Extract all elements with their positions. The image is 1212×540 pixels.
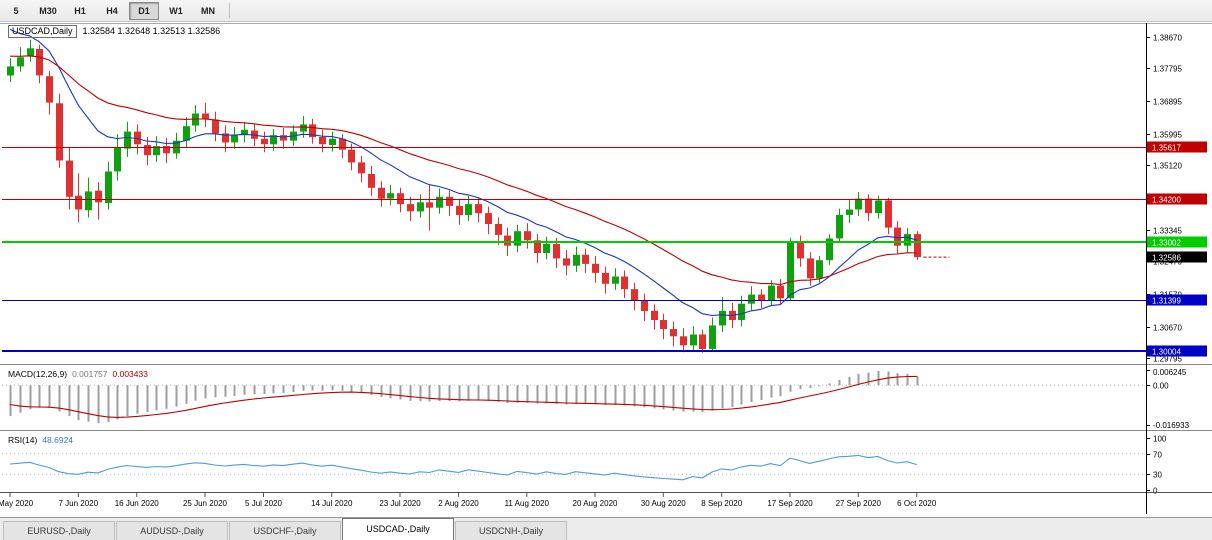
rsi-value: 48.6924 [42, 435, 74, 445]
svg-text:70: 70 [1153, 451, 1162, 460]
chart-symbol-label: USDCAD,Daily [8, 25, 77, 38]
svg-text:1.31399: 1.31399 [1152, 297, 1181, 306]
timeframe-button-mn[interactable]: MN [201, 5, 215, 16]
timeframe-button-h1[interactable]: H1 [74, 5, 86, 16]
svg-text:1.35120: 1.35120 [1153, 162, 1182, 171]
tab-usdchf-daily[interactable]: USDCHF-,Daily [229, 521, 341, 540]
svg-text:8 Sep 2020: 8 Sep 2020 [701, 499, 742, 508]
svg-text:1.35617: 1.35617 [1152, 144, 1181, 153]
toolbar-separator [229, 3, 230, 18]
svg-text:0.00: 0.00 [1153, 381, 1169, 390]
timeframe-button-d1[interactable]: D1 [129, 1, 159, 20]
svg-text:1.34200: 1.34200 [1152, 196, 1181, 205]
svg-text:1.35995: 1.35995 [1153, 131, 1182, 140]
svg-text:1.32470: 1.32470 [1153, 258, 1182, 267]
svg-text:2 Aug 2020: 2 Aug 2020 [438, 499, 479, 508]
chart-tabbar: EURUSD-,Daily AUDUSD-,Daily USDCHF-,Daily U… [0, 517, 1212, 540]
tab-audusd-daily[interactable]: AUDUSD-,Daily [116, 521, 228, 540]
svg-text:0.006245: 0.006245 [1153, 368, 1187, 377]
svg-text:27 Sep 2020: 27 Sep 2020 [836, 499, 882, 508]
rsi-name: RSI(14) [8, 435, 38, 445]
svg-text:7 Jun 2020: 7 Jun 2020 [58, 499, 98, 508]
svg-text:1.31570: 1.31570 [1153, 291, 1182, 300]
svg-text:1.29795: 1.29795 [1153, 355, 1182, 364]
svg-text:100: 100 [1153, 435, 1167, 444]
svg-text:1.33002: 1.33002 [1152, 239, 1181, 248]
chart-ohlc-values: 1.32584 1.32648 1.32513 1.32586 [82, 26, 221, 36]
svg-text:25 Jun 2020: 25 Jun 2020 [183, 499, 228, 508]
macd-main-value: 0.001757 [72, 369, 108, 379]
tab-usdcad-daily[interactable]: USDCAD-,Daily [342, 518, 454, 540]
svg-text:1.37795: 1.37795 [1153, 65, 1182, 74]
rsi-indicator-label: RSI(14) 48.6924 [8, 435, 73, 445]
svg-text:28 May 2020: 28 May 2020 [0, 499, 34, 508]
svg-text:-0.016933: -0.016933 [1153, 421, 1190, 430]
svg-text:1.38670: 1.38670 [1153, 34, 1182, 43]
tab-eurusd-daily[interactable]: EURUSD-,Daily [3, 521, 115, 540]
chart-title: USDCAD,Daily 1.32584 1.32648 1.32513 1.32… [8, 25, 221, 38]
timeframe-button-w1[interactable]: W1 [169, 5, 183, 16]
svg-text:14 Jul 2020: 14 Jul 2020 [311, 499, 353, 508]
svg-text:6 Oct 2020: 6 Oct 2020 [897, 499, 937, 508]
macd-name: MACD(12,26,9) [8, 369, 68, 379]
timeframe-toolbar: 5 M30 H1 H4 D1 W1 MN [0, 0, 1212, 22]
svg-text:1.32586: 1.32586 [1152, 254, 1181, 263]
svg-text:1.30670: 1.30670 [1153, 324, 1182, 333]
svg-text:30 Aug 2020: 30 Aug 2020 [641, 499, 686, 508]
svg-text:5 Jul 2020: 5 Jul 2020 [245, 499, 282, 508]
svg-text:1.33345: 1.33345 [1153, 227, 1182, 236]
svg-text:1.34220: 1.34220 [1153, 195, 1182, 204]
svg-text:20 Aug 2020: 20 Aug 2020 [573, 499, 618, 508]
timeframe-button-5[interactable]: 5 [13, 5, 19, 16]
timeframe-button-group: 5 M30 H1 H4 D1 W1 MN [0, 0, 235, 21]
timeframe-button-m30[interactable]: M30 [39, 5, 57, 16]
tab-usdcnh-daily[interactable]: USDCNH-,Daily [455, 521, 567, 540]
svg-text:30: 30 [1153, 471, 1162, 480]
macd-signal-value: 0.003433 [112, 369, 148, 379]
macd-indicator-label: MACD(12,26,9) 0.001757 0.003433 [8, 369, 148, 379]
svg-text:0: 0 [1153, 487, 1158, 496]
svg-text:1.36895: 1.36895 [1153, 98, 1182, 107]
svg-text:1.30004: 1.30004 [1152, 348, 1181, 357]
svg-text:17 Sep 2020: 17 Sep 2020 [767, 499, 813, 508]
timeframe-button-h4[interactable]: H4 [106, 5, 118, 16]
svg-text:11 Aug 2020: 11 Aug 2020 [505, 499, 550, 508]
svg-text:23 Jul 2020: 23 Jul 2020 [379, 499, 421, 508]
svg-text:16 Jun 2020: 16 Jun 2020 [115, 499, 160, 508]
